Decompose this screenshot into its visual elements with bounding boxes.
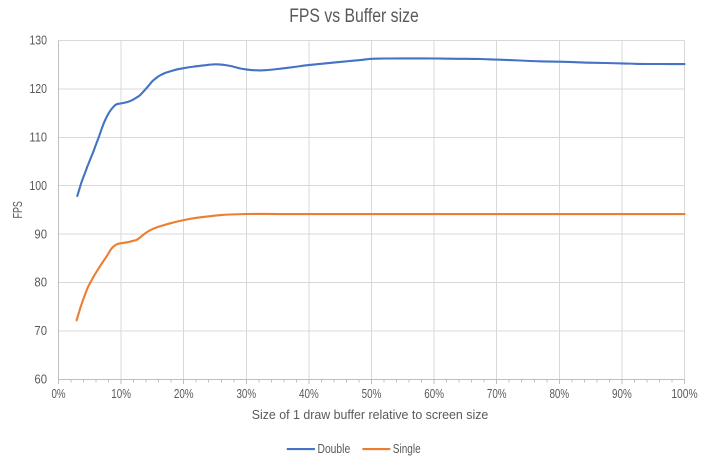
svg-text:10%: 10% [111,387,131,401]
svg-text:60: 60 [34,373,47,387]
svg-text:80%: 80% [549,387,569,401]
svg-text:FPS: FPS [11,201,25,218]
svg-text:Single: Single [393,442,421,456]
svg-text:50%: 50% [362,387,382,401]
svg-text:30%: 30% [236,387,256,401]
svg-text:110: 110 [29,131,47,145]
svg-text:100%: 100% [671,387,697,401]
svg-text:60%: 60% [424,387,444,401]
svg-text:120: 120 [29,82,47,96]
svg-text:20%: 20% [174,387,194,401]
svg-text:90%: 90% [612,387,632,401]
svg-text:70: 70 [34,324,47,338]
svg-text:FPS vs Buffer size: FPS vs Buffer size [289,5,419,27]
svg-text:Double: Double [318,442,351,456]
svg-text:40%: 40% [299,387,319,401]
svg-text:70%: 70% [487,387,507,401]
svg-text:90: 90 [34,227,47,241]
svg-text:0%: 0% [51,387,65,401]
svg-text:130: 130 [29,34,47,48]
svg-text:100: 100 [29,179,47,193]
svg-text:80: 80 [34,276,47,290]
svg-text:Size of 1 draw buffer relative: Size of 1 draw buffer relative to screen… [252,407,489,422]
